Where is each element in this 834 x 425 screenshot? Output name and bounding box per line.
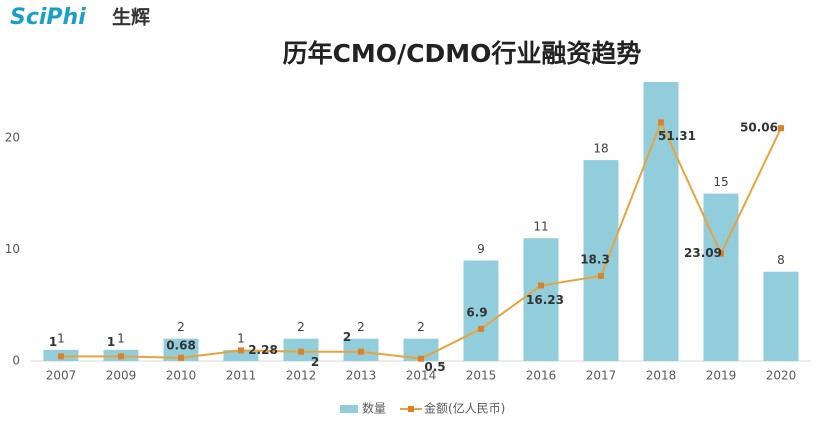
bar-value-label: 2	[357, 320, 365, 334]
line-value-label: 16.23	[526, 293, 564, 307]
line-marker	[538, 282, 544, 289]
line-value-label: 51.31	[658, 129, 696, 143]
line-marker	[418, 355, 424, 362]
bar-value-label: 18	[593, 142, 608, 156]
line-value-label: 50.06	[740, 121, 778, 135]
x-tick-label: 2012	[286, 369, 317, 383]
line-marker	[298, 348, 304, 355]
bar	[463, 260, 499, 361]
x-tick-label: 2016	[526, 369, 557, 383]
x-tick-label: 2014	[406, 369, 437, 383]
bar-value-label: 15	[713, 175, 728, 189]
x-tick-label: 2018	[646, 369, 677, 383]
line-marker	[58, 353, 64, 360]
line-value-label: 1	[49, 335, 57, 349]
y-tick-label: 20	[5, 130, 20, 144]
x-tick-label: 2013	[346, 369, 377, 383]
legend-label: 数量	[362, 401, 386, 416]
line-value-label: 23.09	[684, 246, 722, 260]
y-tick-label: 10	[5, 242, 20, 256]
bar-value-label: 1	[57, 331, 65, 345]
bar	[223, 349, 259, 361]
bar-value-label: 2	[297, 320, 305, 334]
bar-value-label: 1	[117, 331, 125, 345]
line-marker	[478, 325, 484, 332]
logo-brand-cn: 生辉	[112, 6, 150, 29]
line-marker	[598, 272, 604, 279]
x-tick-label: 2019	[706, 369, 737, 383]
bar	[763, 271, 799, 361]
line-marker	[718, 250, 724, 257]
line-value-label: 2	[311, 355, 319, 369]
x-tick-label: 2010	[166, 369, 197, 383]
line-marker	[238, 347, 244, 354]
legend-swatch	[408, 406, 414, 412]
bar	[163, 338, 199, 361]
line-value-label: 0.5	[424, 360, 445, 374]
legend-label: 金额(亿人民币)	[424, 401, 505, 416]
chart-title: 历年CMO/CDMO行业融资趋势	[283, 39, 642, 68]
legend-swatch	[340, 405, 358, 413]
line-value-label: 2	[343, 330, 351, 344]
line-value-label: 6.9	[466, 305, 487, 319]
x-tick-label: 2017	[586, 369, 617, 383]
line-value-label: 1	[107, 335, 115, 349]
bar	[523, 238, 559, 361]
bar	[643, 82, 679, 361]
bar-value-label: 8	[777, 253, 785, 267]
line-value-label: 18.3	[580, 252, 610, 266]
x-tick-label: 2015	[466, 369, 497, 383]
line-marker	[358, 348, 364, 355]
bar-value-label: 2	[177, 320, 185, 334]
logo-brand: SciPhi	[10, 5, 86, 30]
y-tick-label: 0	[12, 354, 20, 368]
bar-value-label: 1	[237, 331, 245, 345]
line-marker	[658, 119, 664, 126]
x-tick-label: 2009	[106, 369, 137, 383]
bar-value-label: 11	[533, 220, 548, 234]
line-value-label: 2.28	[248, 343, 278, 357]
line-marker	[778, 125, 784, 132]
x-tick-label: 2011	[226, 369, 257, 383]
bar	[583, 160, 619, 361]
bar-value-label: 9	[477, 242, 485, 256]
x-tick-label: 2007	[46, 369, 77, 383]
bar-value-label: 2	[417, 320, 425, 334]
line-value-label: 0.68	[166, 338, 196, 352]
bar	[703, 193, 739, 361]
x-tick-label: 2020	[766, 369, 797, 383]
line-marker	[178, 354, 184, 361]
line-marker	[118, 353, 124, 360]
